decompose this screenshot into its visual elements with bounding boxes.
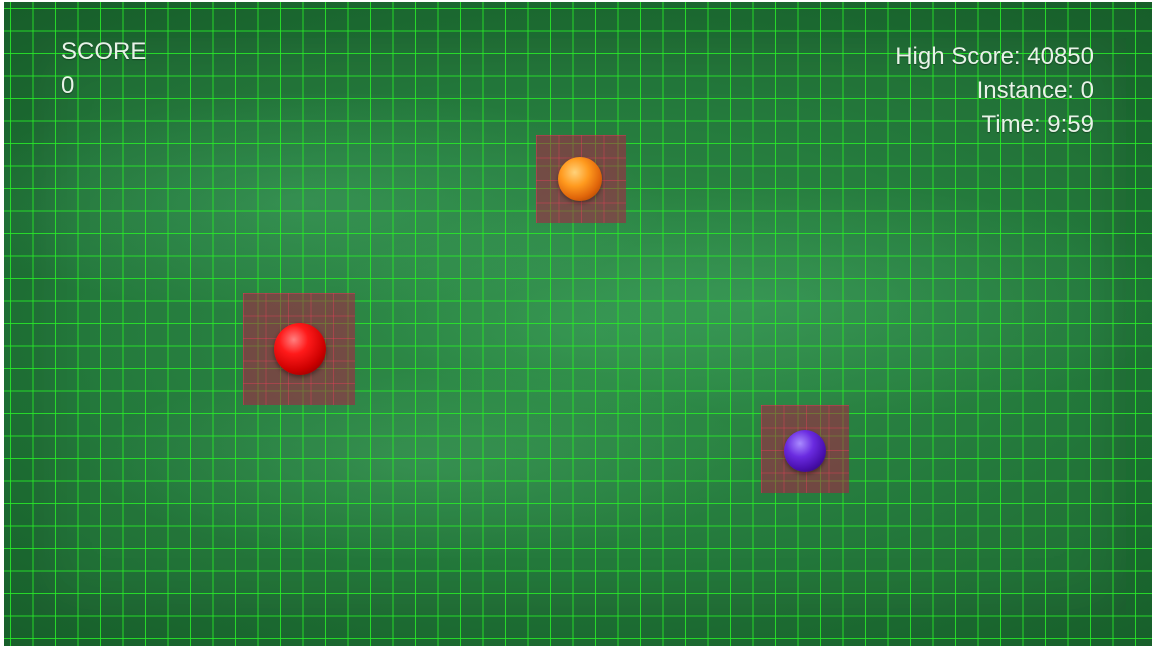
- hud-stats: High Score: 40850 Instance: 0 Time: 9:59: [895, 40, 1094, 142]
- score-value: 0: [61, 72, 75, 99]
- game-canvas[interactable]: SCORE 0 High Score: 40850 Instance: 0 Ti…: [4, 2, 1152, 646]
- grid-overlay: [4, 2, 1152, 646]
- red-ball[interactable]: [274, 323, 326, 375]
- instance-text: Instance: 0: [976, 77, 1094, 104]
- target-tile-purple: [761, 405, 849, 493]
- orange-ball[interactable]: [558, 157, 602, 201]
- score-label: SCORE: [61, 38, 147, 65]
- time-text: Time: 9:59: [981, 111, 1095, 138]
- purple-ball[interactable]: [784, 430, 826, 472]
- high-score-text: High Score: 40850: [895, 43, 1094, 70]
